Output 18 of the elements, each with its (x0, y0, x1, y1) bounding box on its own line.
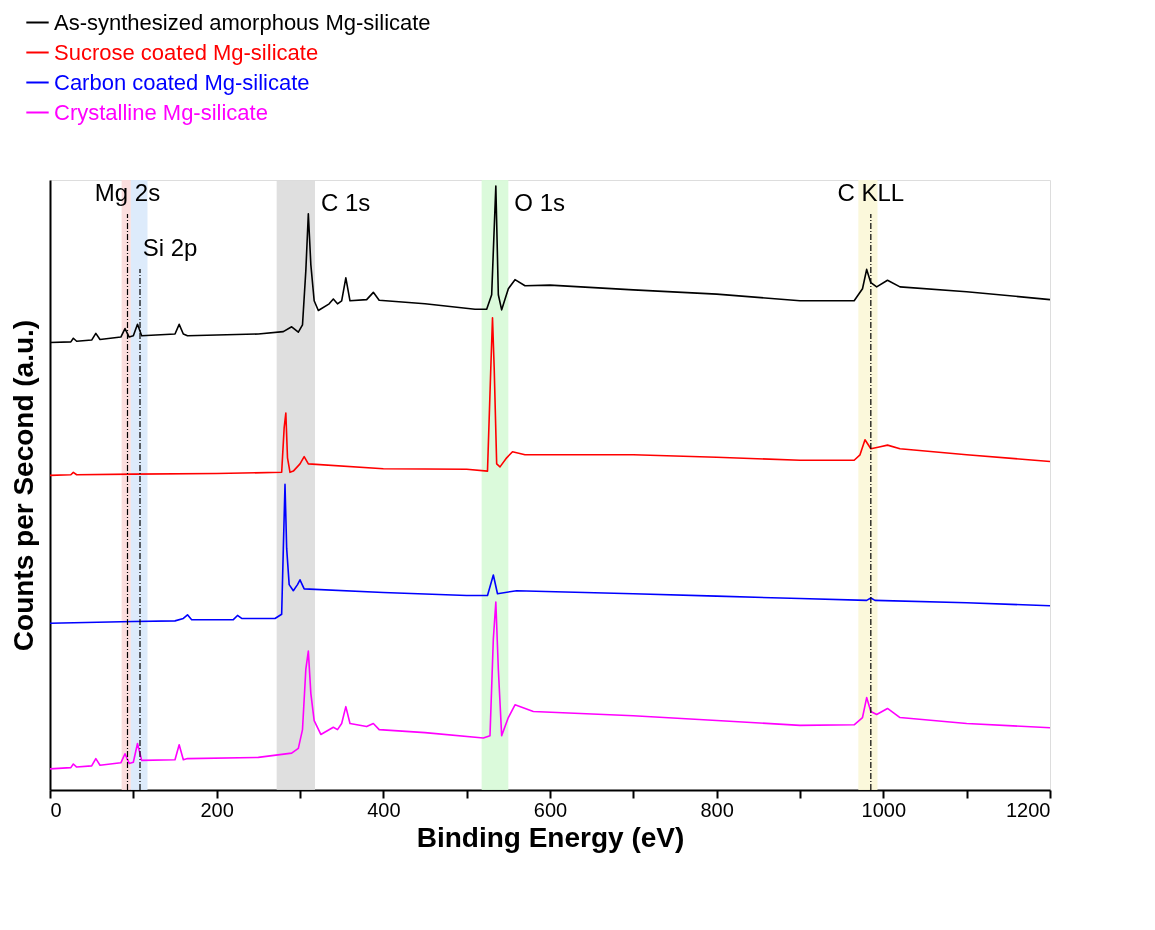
ref-line-label: Mg 2s (94, 179, 161, 206)
legend-label: As-synthesized amorphous Mg-silicate (54, 9, 431, 35)
band-label: C 1s (321, 189, 371, 216)
ref-line-label: C KLL (837, 179, 905, 206)
legend-label: Carbon coated Mg-silicate (54, 69, 310, 95)
ref-line-label: Si 2p (142, 234, 198, 261)
x-tick-label: 800 (700, 798, 734, 821)
x-axis-title: Binding Energy (eV) (416, 821, 685, 853)
x-tick-label: 600 (533, 798, 568, 821)
x-tick-label: 400 (367, 798, 401, 821)
x-tick-label: 1000 (861, 798, 907, 821)
band-label: O 1s (514, 189, 566, 216)
legend-label: Sucrose coated Mg-silicate (54, 39, 319, 65)
legend-label: Crystalline Mg-silicate (54, 99, 268, 125)
y-axis-title: Counts per Second (a.u.) (7, 319, 39, 652)
x-tick-label: 200 (200, 798, 234, 821)
x-tick-label: 0 (50, 798, 62, 821)
x-tick-label: 1200 (1006, 798, 1051, 821)
